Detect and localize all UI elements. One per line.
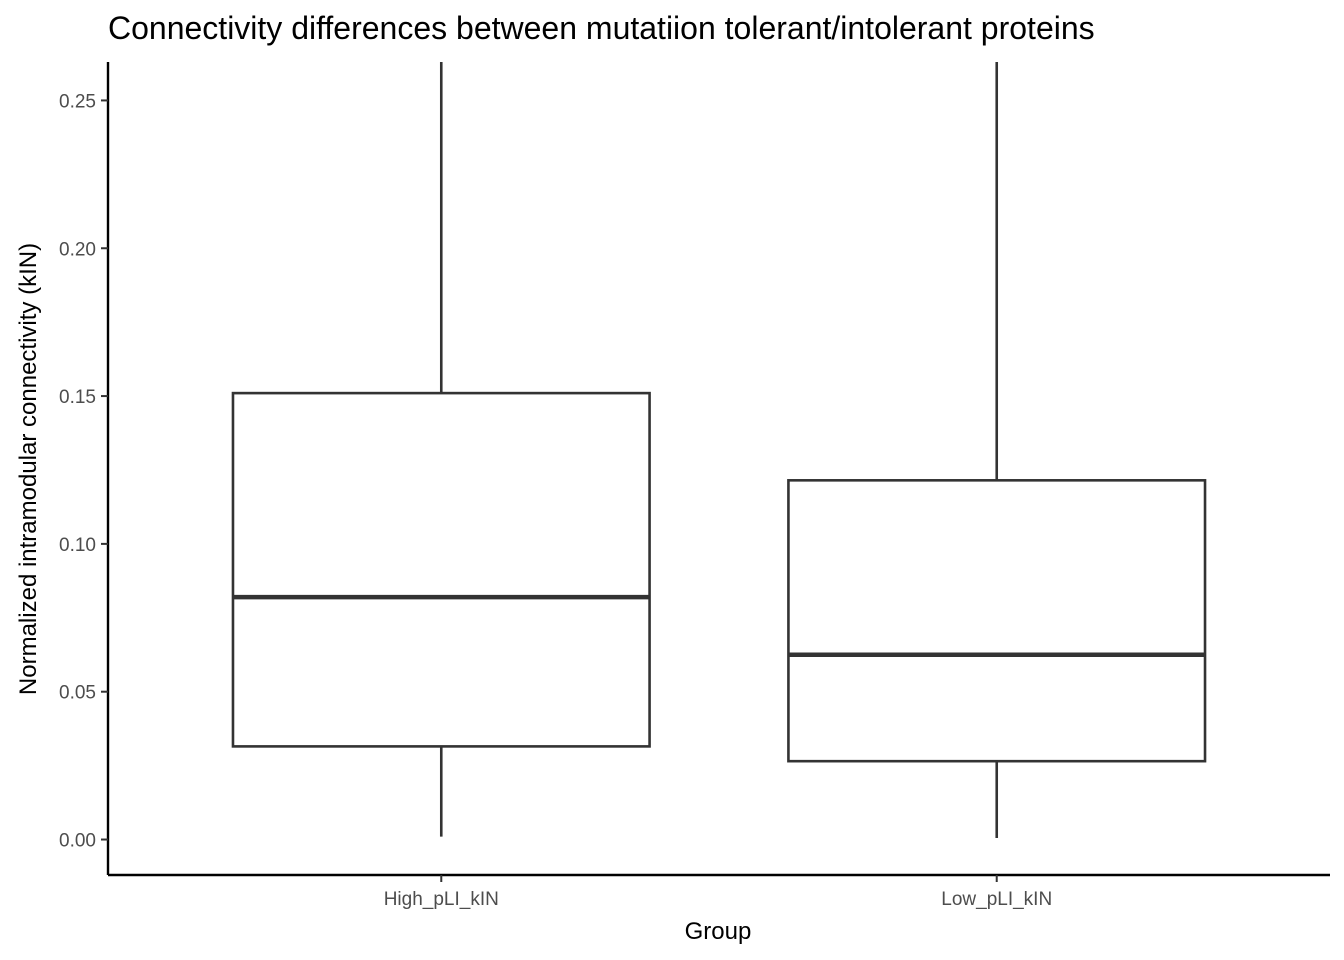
box-iqr (787, 479, 1207, 763)
y-tick-label: 0.25 (59, 91, 96, 112)
y-tick-label: 0.15 (59, 387, 96, 408)
y-tick-label: 0.00 (59, 831, 96, 852)
box-iqr (231, 391, 651, 748)
y-tick-label: 0.20 (59, 239, 96, 260)
chart-title: Connectivity differences between mutatii… (108, 10, 1095, 46)
x-tick-label: High_pLI_kIN (384, 889, 499, 910)
box-Low_pLI_kIN (787, 62, 1207, 839)
plot-area (231, 62, 1207, 839)
x-tick-label: Low_pLI_kIN (941, 889, 1052, 910)
box-High_pLI_kIN (231, 62, 651, 837)
y-axis: 0.00 0.05 0.10 0.15 0.20 0.25 (59, 62, 110, 875)
x-axis: High_pLI_kIN Low_pLI_kIN (108, 873, 1330, 910)
y-tick-label: 0.10 (59, 535, 96, 556)
y-tick-label: 0.05 (59, 683, 96, 704)
x-axis-title: Group (685, 918, 752, 945)
y-axis-title: Normalized intramodular connectivity (kI… (15, 243, 42, 695)
